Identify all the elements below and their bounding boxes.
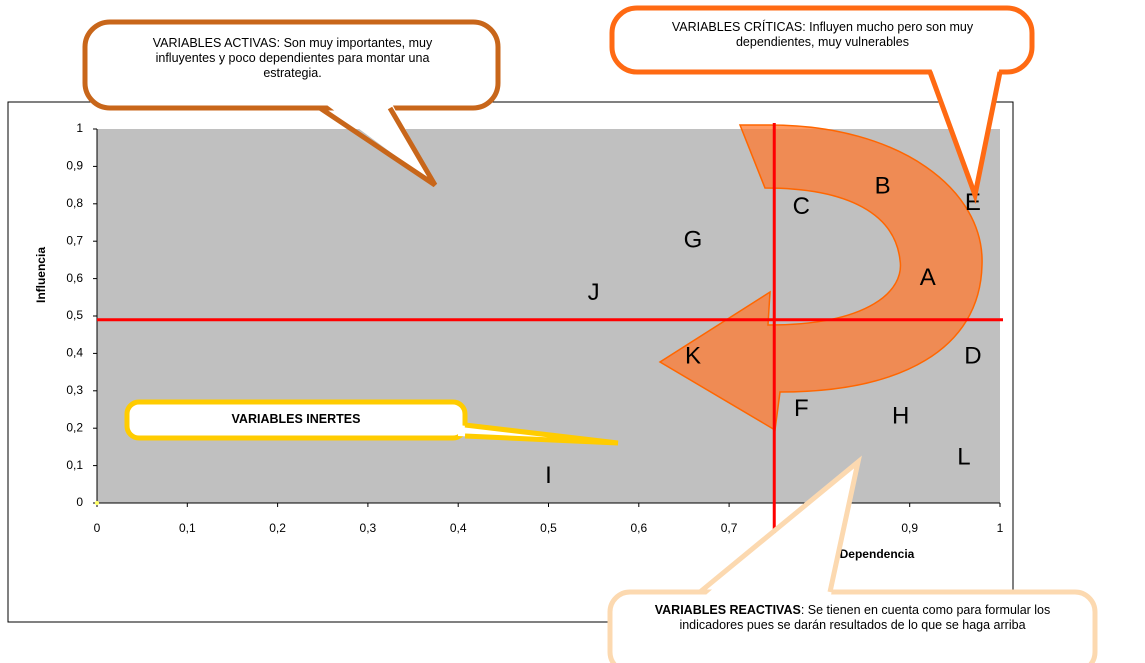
x-axis-label: Dependencia (840, 547, 915, 561)
point-label: G (684, 227, 703, 254)
callout-box (607, 589, 1098, 663)
callout-text: VARIABLES REACTIVAS: Se tienen en cuenta… (630, 603, 1075, 633)
y-tick-label: 0,5 (66, 308, 83, 322)
callout-text: VARIABLES INERTES (231, 412, 361, 426)
point-label: H (892, 402, 909, 429)
x-tick-label: 0,3 (360, 521, 377, 535)
y-tick-label: 0,3 (66, 383, 83, 397)
callouts (82, 5, 1098, 663)
callout-tail (464, 422, 619, 446)
point-label: B (875, 172, 891, 199)
x-tick-label: 0 (94, 521, 101, 535)
y-tick-label: 0,8 (66, 196, 83, 210)
callout-tail (927, 71, 1003, 205)
callout-box (609, 5, 1035, 75)
x-tick-label: 0,1 (179, 521, 196, 535)
flow-arrow (658, 124, 983, 432)
x-tick-label: 0,7 (721, 521, 738, 535)
origin-dot (95, 501, 99, 505)
point-label: A (920, 264, 936, 291)
x-tick-label: 1 (997, 521, 1004, 535)
y-tick-label: 0,4 (66, 346, 83, 360)
point-label: C (793, 193, 810, 220)
y-tick-label: 0,1 (66, 458, 83, 472)
callout-box (82, 19, 501, 111)
callout-title: VARIABLES REACTIVAS (654, 603, 801, 617)
x-tick-label: 0,6 (630, 521, 647, 535)
callout-text: VARIABLES ACTIVAS: Son muy importantes, … (152, 36, 433, 80)
x-tick-label: 0,9 (901, 521, 918, 535)
callout-text: : Se tienen en cuenta como para formular… (679, 603, 1051, 632)
point-label: I (545, 462, 552, 489)
y-tick-label: 0,7 (66, 233, 83, 247)
callout-tail (698, 455, 862, 594)
y-axis-label: Influencia (34, 247, 48, 303)
point-label: J (588, 279, 600, 306)
callout-text: VARIABLES CRÍTICAS: Influyen mucho pero … (671, 20, 974, 49)
callout-box (124, 399, 468, 441)
point-label: K (685, 342, 701, 369)
y-tick-label: 0,9 (66, 159, 83, 173)
y-tick-label: 0,2 (66, 420, 83, 434)
point-label: D (964, 342, 981, 369)
x-tick-label: 0,5 (540, 521, 557, 535)
plot-layer: 0 0,1 0,2 0,3 0,4 0,5 0,6 0,7 0,8 0,9 1 0 0,1 0,2 0,3 0… (66, 121, 1003, 535)
callout-tail (930, 65, 1000, 195)
point-label: L (957, 443, 970, 470)
y-tick-label: 0 (76, 495, 83, 509)
x-tick-label: 0,4 (450, 521, 467, 535)
x-tick-label: 0,2 (269, 521, 286, 535)
y-tick-label: 1 (76, 121, 83, 135)
y-tick-label: 0,6 (66, 271, 83, 285)
point-label: F (794, 395, 809, 422)
callout-tail (318, 105, 438, 188)
